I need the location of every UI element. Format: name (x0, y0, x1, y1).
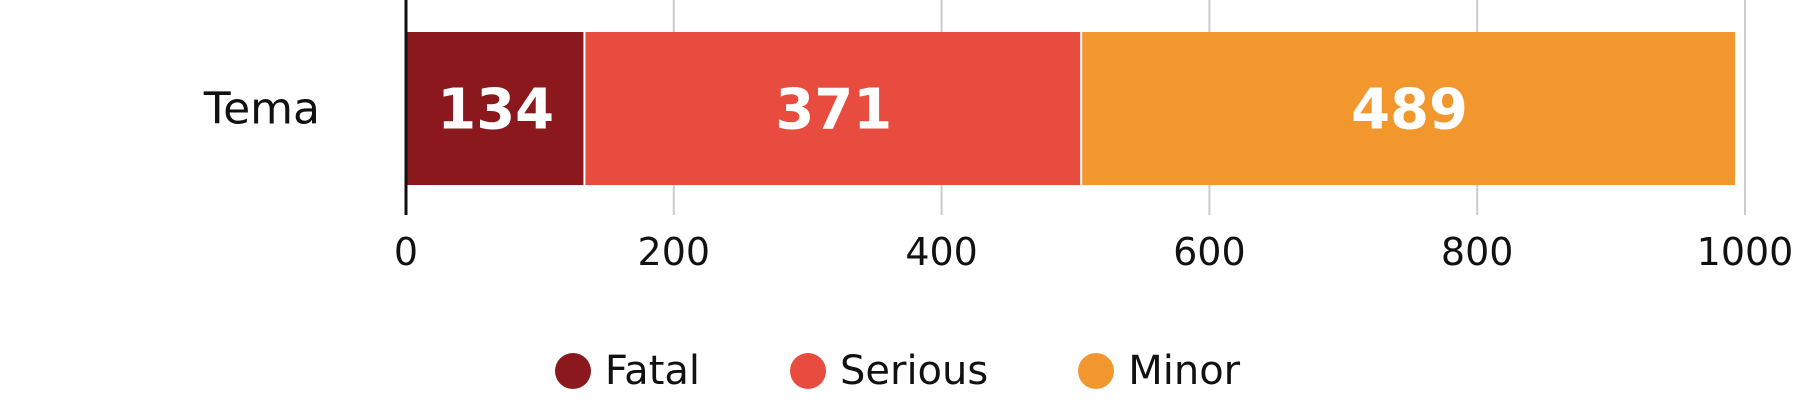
legend-swatch (790, 353, 826, 389)
legend-item-serious: Serious (790, 348, 988, 394)
legend-label: Serious (840, 348, 989, 394)
legend: Fatal Serious Minor (0, 340, 1795, 402)
chart: 134 371 489 0 200 400 600 800 1000 Tema (203, 0, 1793, 274)
legend-label: Fatal (604, 348, 700, 394)
legend-swatch (554, 353, 591, 389)
x-tick-label: 400 (905, 230, 978, 274)
x-tick-label: 200 (638, 230, 711, 274)
legend-swatch (1078, 353, 1115, 389)
bars (406, 32, 1735, 185)
x-tick-label: 800 (1441, 230, 1514, 274)
legend-item-fatal: Fatal (554, 348, 700, 394)
data-label: 489 (1351, 78, 1468, 143)
x-tick-label: 600 (1173, 230, 1246, 274)
bar-segment-minor (1082, 32, 1735, 185)
bar-segment-fatal (406, 32, 584, 185)
legend-item-minor: Minor (1078, 348, 1240, 394)
data-label: 371 (775, 78, 892, 143)
x-axis: 0 200 400 600 800 1000 (394, 0, 1793, 274)
data-label: 134 (437, 78, 554, 143)
value-labels: 134 371 489 (437, 78, 1468, 143)
category-label: Tema (203, 84, 320, 135)
x-tick-label: 0 (394, 230, 418, 274)
bar-segment-serious (585, 32, 1081, 185)
legend-label: Minor (1128, 348, 1241, 394)
x-tick-label: 1000 (1697, 230, 1794, 274)
category-labels: Tema (203, 84, 320, 135)
